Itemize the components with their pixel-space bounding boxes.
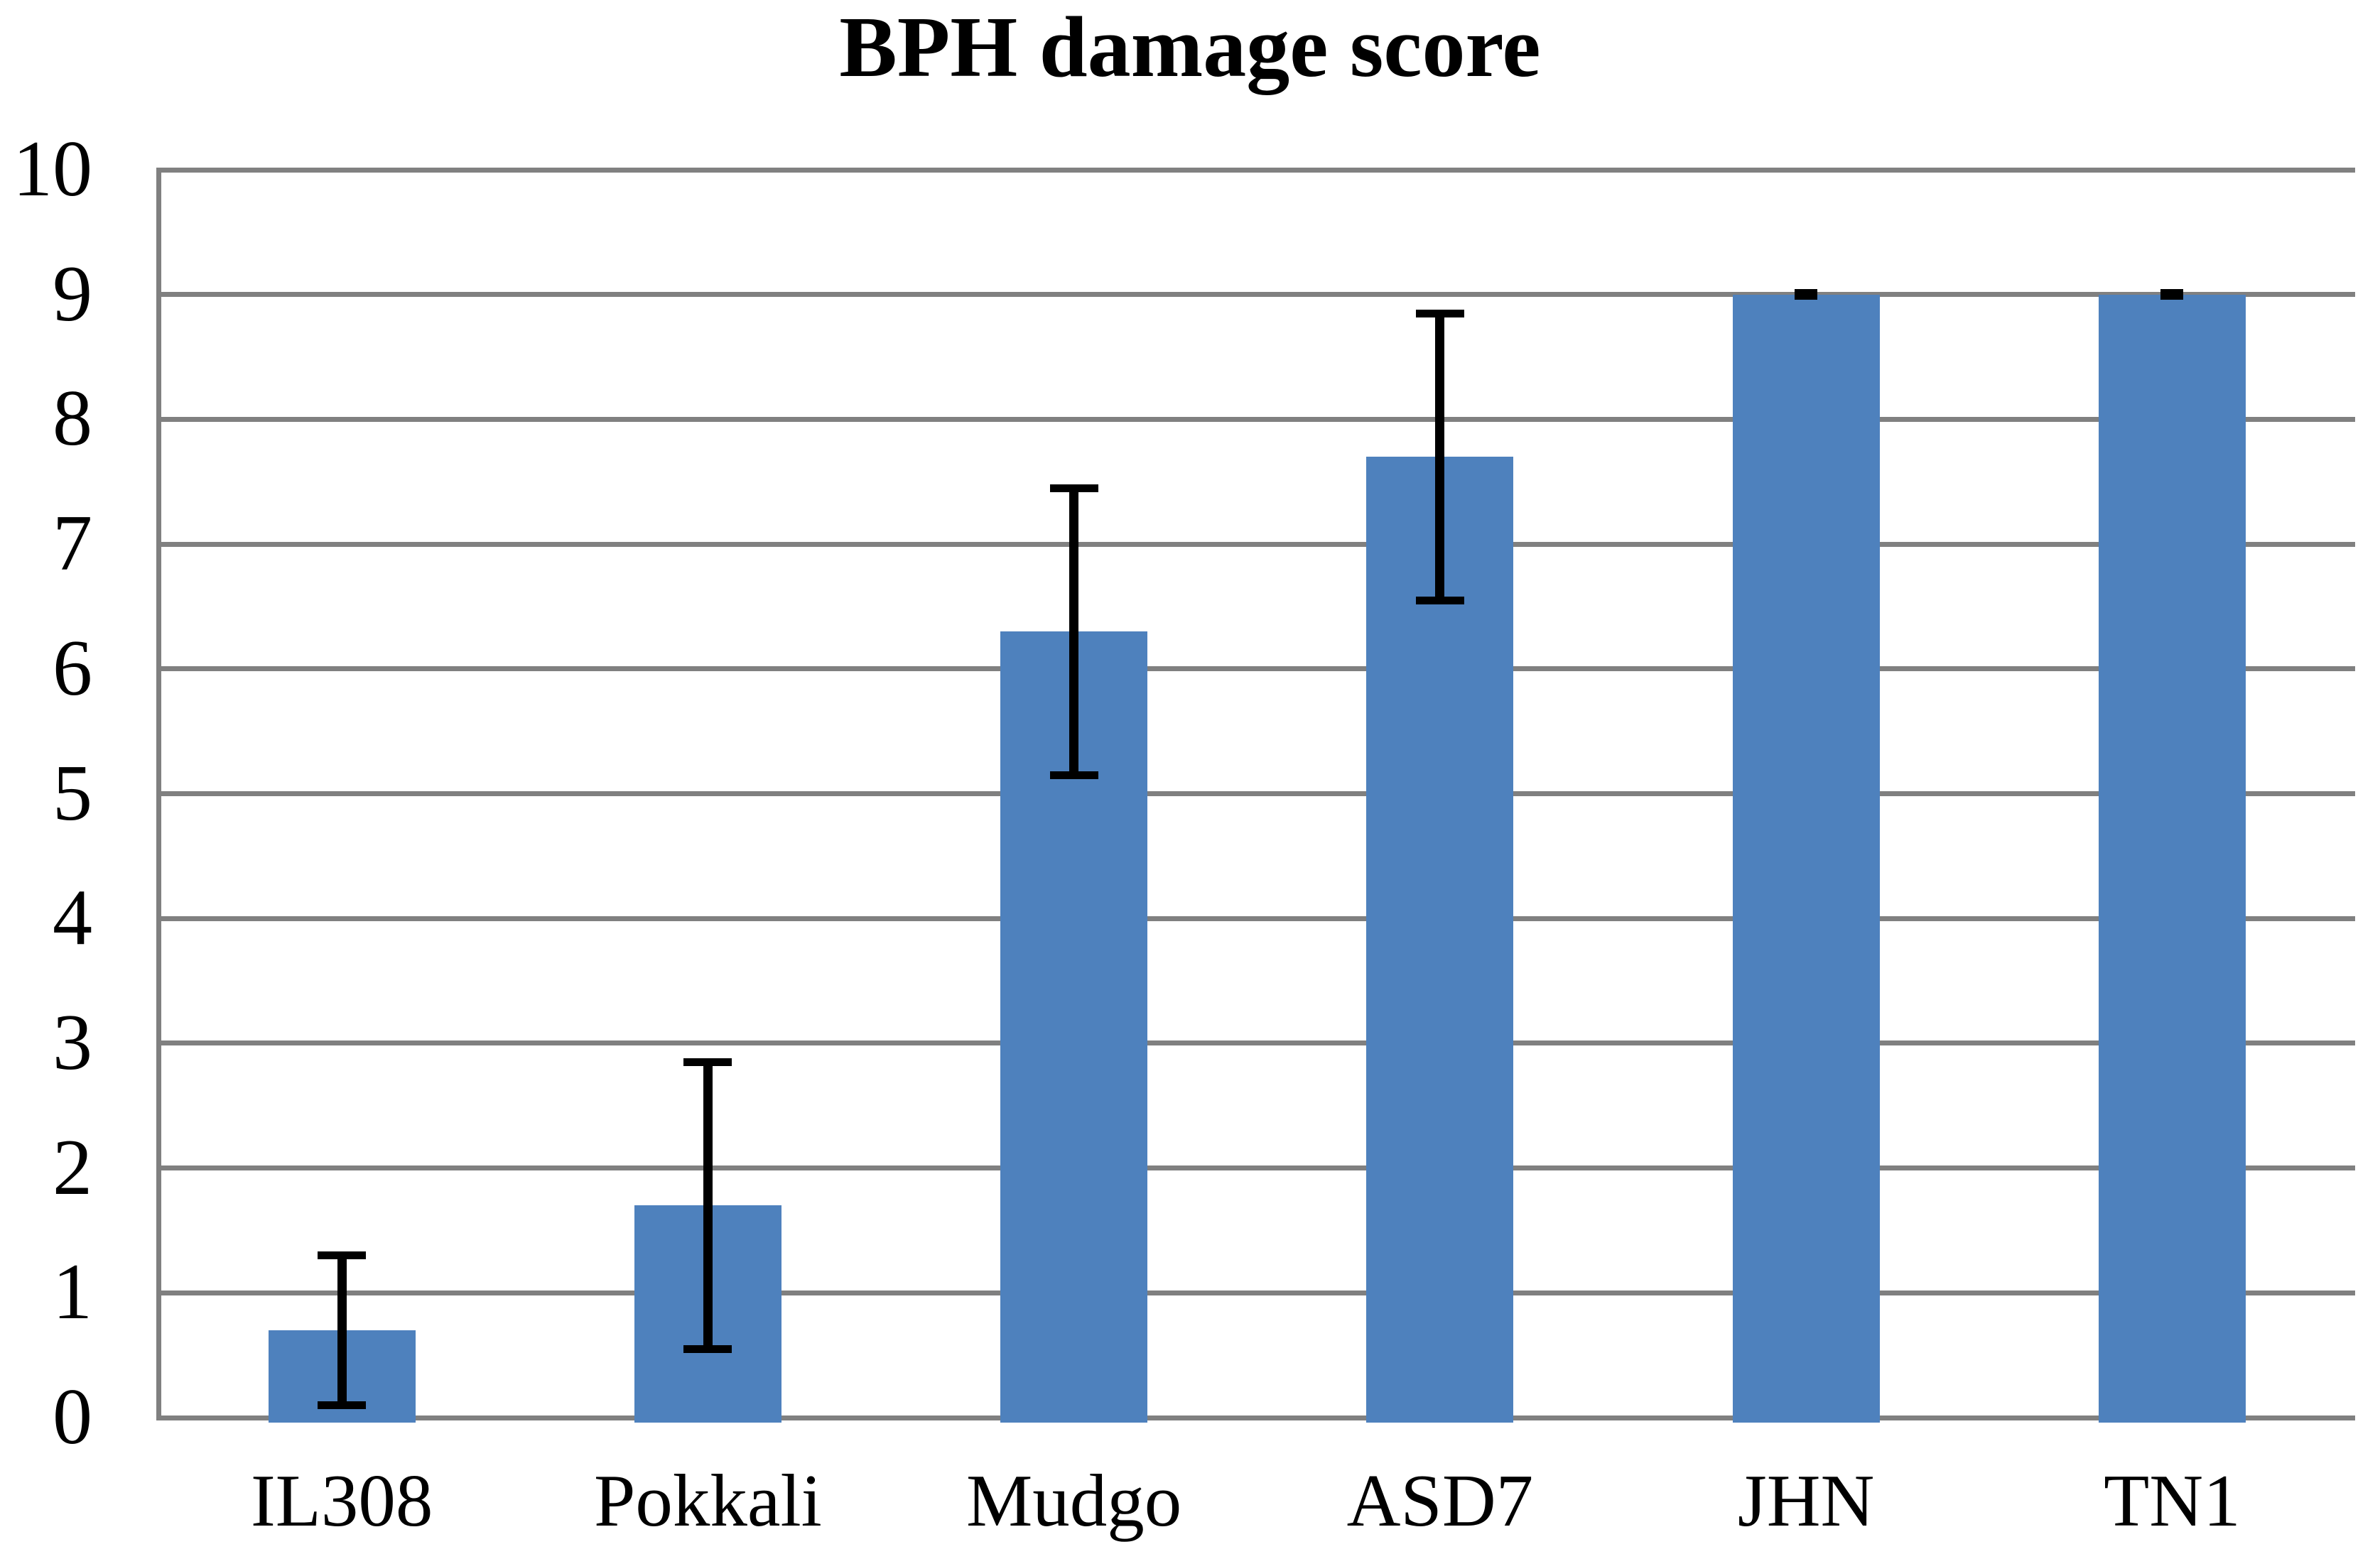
y-gridline xyxy=(156,541,2355,547)
error-bar-cap-bottom-Pokkali xyxy=(683,1344,732,1353)
y-gridline xyxy=(156,666,2355,672)
error-bar-cap-top-ASD7 xyxy=(1415,309,1464,317)
error-bar-cap-top-Mudgo xyxy=(1049,484,1098,492)
x-tick-label-JHN: JHN xyxy=(1737,1459,1875,1542)
x-tick-label-IL308: IL308 xyxy=(250,1459,433,1542)
error-bar-line-ASD7 xyxy=(1435,313,1445,601)
y-tick-label: 4 xyxy=(53,874,92,962)
y-gridline xyxy=(156,167,2355,173)
bar-ASD7 xyxy=(1366,457,1514,1423)
y-gridline xyxy=(156,1040,2355,1046)
y-axis-line xyxy=(156,167,161,1420)
error-bar-cap-bottom-IL308 xyxy=(318,1401,367,1409)
y-tick-label: 8 xyxy=(53,374,92,463)
y-tick-label: 1 xyxy=(53,1248,92,1337)
y-gridline xyxy=(156,915,2355,921)
y-tick-label: 2 xyxy=(53,1123,92,1212)
y-gridline xyxy=(156,1166,2355,1171)
y-gridline xyxy=(156,791,2355,796)
x-tick-label-ASD7: ASD7 xyxy=(1346,1459,1534,1542)
x-tick-label-Mudgo: Mudgo xyxy=(965,1459,1182,1542)
error-bar-cap-top-Pokkali xyxy=(683,1058,732,1066)
y-tick-label: 9 xyxy=(53,249,92,338)
bar-JHN xyxy=(1732,294,1880,1423)
y-tick-label: 0 xyxy=(53,1373,92,1461)
y-gridline xyxy=(156,1290,2355,1295)
error-bar-cap-bottom-ASD7 xyxy=(1415,596,1464,604)
y-tick-label: 5 xyxy=(53,749,92,837)
y-tick-label: 7 xyxy=(53,499,92,588)
chart-title: BPH damage score xyxy=(839,0,1541,95)
error-bar-line-Mudgo xyxy=(1069,488,1079,776)
error-bar-line-Pokkali xyxy=(703,1062,713,1349)
error-bar-line-IL308 xyxy=(337,1255,347,1406)
x-tick-label-Pokkali: Pokkali xyxy=(593,1459,822,1542)
y-tick-label: 10 xyxy=(13,125,92,213)
y-tick-label: 6 xyxy=(53,624,92,712)
error-bar-cap-bottom-Mudgo xyxy=(1049,771,1098,779)
x-tick-label-TN1: TN1 xyxy=(2104,1459,2241,1542)
error-bar-cap-top-IL308 xyxy=(318,1251,367,1260)
error-bar-cap-bottom-TN1 xyxy=(2160,291,2184,300)
y-gridline xyxy=(156,292,2355,298)
y-gridline xyxy=(156,416,2355,422)
y-tick-label: 3 xyxy=(53,998,92,1087)
bar-TN1 xyxy=(2098,294,2246,1423)
error-bar-cap-bottom-JHN xyxy=(1795,291,1818,300)
y-gridline xyxy=(156,1415,2355,1420)
